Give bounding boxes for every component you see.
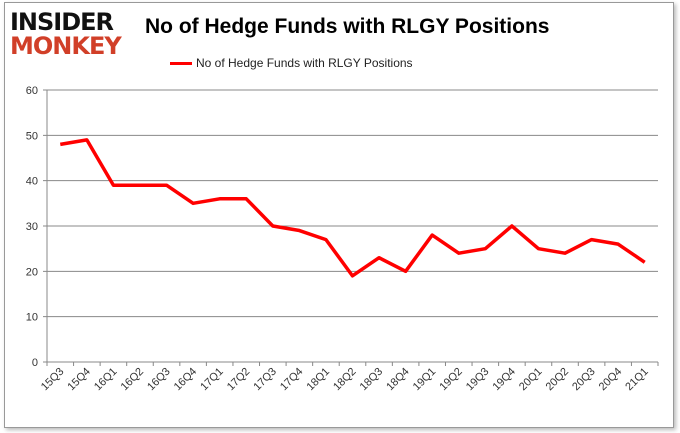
x-tick-label: 19Q4 [490,366,518,394]
x-tick-label: 15Q3 [39,366,67,394]
x-tick-label: 20Q4 [597,366,625,394]
x-tick-label: 16Q3 [145,366,173,394]
logo-insider: INSIDER [10,8,114,36]
x-tick-label: 17Q1 [198,366,226,394]
y-tick-label: 60 [26,85,38,97]
x-tick-label: 21Q1 [623,366,651,394]
x-tick-label: 17Q2 [225,366,253,394]
chart-title: No of Hedge Funds with RLGY Positions [145,15,550,38]
legend: No of Hedge Funds with RLGY Positions [170,56,413,70]
x-tick-label: 19Q2 [437,366,465,394]
x-tick-label: 16Q2 [119,366,147,394]
y-tick-label: 20 [26,266,38,278]
x-tick-label: 18Q2 [331,366,359,394]
logo-monkey: MONKEY [10,32,122,60]
x-tick-label: 19Q1 [411,366,439,394]
x-tick-label: 18Q3 [358,366,386,394]
x-tick-label: 18Q1 [305,366,333,394]
chart-frame [4,2,674,428]
legend-swatch [170,61,192,65]
y-tick-label: 50 [26,130,38,142]
x-tick-label: 15Q4 [65,366,93,394]
x-tick-label: 20Q2 [544,366,572,394]
y-tick-label: 0 [32,357,38,369]
x-tick-label: 16Q1 [92,366,120,394]
x-tick-label: 20Q1 [517,366,545,394]
x-tick-label: 20Q3 [570,366,598,394]
series-line [59,138,646,278]
y-tick-label: 30 [26,221,38,233]
x-tick-label: 16Q4 [172,366,200,394]
y-tick-label: 10 [26,312,38,324]
x-tick-label: 19Q3 [464,366,492,394]
x-tick-label: 17Q4 [278,366,306,394]
x-tick-label: 17Q3 [251,366,279,394]
x-tick-label: 18Q4 [384,366,412,394]
legend-label: No of Hedge Funds with RLGY Positions [196,56,413,70]
y-tick-label: 40 [26,176,38,188]
